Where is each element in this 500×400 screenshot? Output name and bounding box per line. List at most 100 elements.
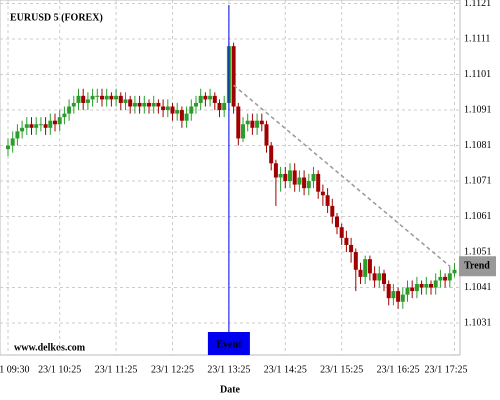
x-tick-label: 23/1 11:25 [95, 364, 138, 375]
candle-body [104, 95, 109, 100]
x-tick-label: 23/1 14:25 [264, 364, 307, 375]
candle-body [189, 106, 194, 114]
candle-body [29, 124, 34, 128]
candle-body [382, 273, 386, 284]
y-tick-label: 1.1031 [464, 317, 492, 328]
candle-body [6, 145, 10, 150]
candle-body [358, 269, 363, 277]
candle-body [20, 127, 25, 132]
x-tick-label: 23/1 13:25 [207, 364, 250, 375]
candle-body [76, 95, 81, 103]
y-tick-label: 1.1061 [464, 211, 492, 222]
candle-body [344, 237, 349, 245]
candle-body [203, 95, 208, 100]
candle-body [410, 287, 415, 292]
candle-body [156, 102, 161, 107]
y-tick-label: 1.1071 [464, 175, 492, 186]
candle-body [372, 273, 377, 281]
x-tick-label: 23/1 10:25 [38, 364, 81, 375]
candle-body [424, 284, 429, 288]
x-axis-title: Date [220, 384, 241, 395]
candle-body [320, 191, 325, 196]
candle-body [377, 273, 382, 281]
x-tick-label: 23/1 15:25 [320, 364, 363, 375]
candle-body [429, 284, 433, 288]
candle-body [236, 106, 241, 139]
candle-body [325, 195, 330, 206]
candle-body [24, 124, 29, 128]
trend-label-box [459, 256, 496, 277]
candle-body [198, 95, 203, 103]
candle-body [142, 102, 147, 107]
candle-body [212, 95, 217, 103]
candle-body [433, 280, 438, 288]
candle-body [292, 170, 297, 185]
x-tick-label: 23/1 16:25 [377, 364, 420, 375]
candle-body [241, 124, 245, 139]
trend-line [233, 84, 451, 267]
y-tick-label: 1.1111 [464, 33, 490, 44]
candle-body [57, 117, 62, 125]
candle-body [217, 102, 222, 111]
candle-body [264, 124, 269, 146]
candle-body [151, 102, 156, 107]
candle-body [179, 110, 184, 121]
candle-body [95, 95, 100, 97]
candle-body [170, 106, 175, 114]
candle-body [53, 120, 57, 125]
candle-body [259, 120, 264, 125]
candle-body [363, 259, 368, 277]
candle-body [288, 170, 292, 182]
candle-body [302, 177, 307, 189]
candle-body [443, 276, 448, 281]
candle-body [15, 131, 20, 139]
y-tick-label: 1.1101 [464, 69, 491, 80]
candle-body [114, 95, 119, 100]
y-tick-label: 1.1121 [464, 0, 491, 9]
event-label: Event [216, 339, 242, 350]
candle-body [118, 95, 123, 103]
trend-label: Trend [464, 261, 490, 272]
candle-body [400, 294, 405, 302]
candle-body [335, 216, 339, 228]
candle-body [419, 284, 424, 288]
candle-body [128, 99, 133, 107]
watermark: www.delkos.com [14, 342, 86, 353]
candle-body [81, 95, 86, 103]
candle-body [339, 227, 344, 238]
candle-body [452, 269, 457, 274]
candle-body [208, 95, 213, 100]
candle-body [165, 106, 170, 111]
candle-body [67, 106, 72, 114]
candle-body [71, 102, 76, 107]
candle-body [38, 124, 43, 126]
candle-body [353, 252, 358, 270]
y-tick-label: 1.1051 [464, 246, 492, 257]
candle-body [123, 99, 128, 103]
candle-body [147, 102, 151, 107]
candle-body [311, 173, 316, 182]
x-tick-label: 23/1 17:25 [424, 364, 467, 375]
candle-body [306, 181, 311, 189]
candle-body [90, 95, 95, 100]
candle-body [222, 102, 227, 111]
candle-body [231, 46, 236, 107]
candle-body [161, 106, 166, 111]
candle-body [34, 124, 39, 128]
candle-body [405, 287, 410, 295]
candle-body [273, 163, 278, 178]
candle-body [10, 138, 15, 146]
candle-body [175, 110, 180, 114]
candle-body [184, 113, 189, 121]
candle-body [278, 173, 283, 178]
candle-body [386, 284, 391, 299]
candle-body [43, 124, 48, 128]
candle-body [269, 145, 274, 164]
candle-body [48, 120, 53, 128]
y-tick-label: 1.1091 [464, 104, 492, 115]
candle-body [316, 173, 321, 192]
candle-body [137, 102, 142, 107]
candle-body [250, 120, 255, 128]
x-tick-label: 23/1 09:30 [0, 364, 30, 375]
